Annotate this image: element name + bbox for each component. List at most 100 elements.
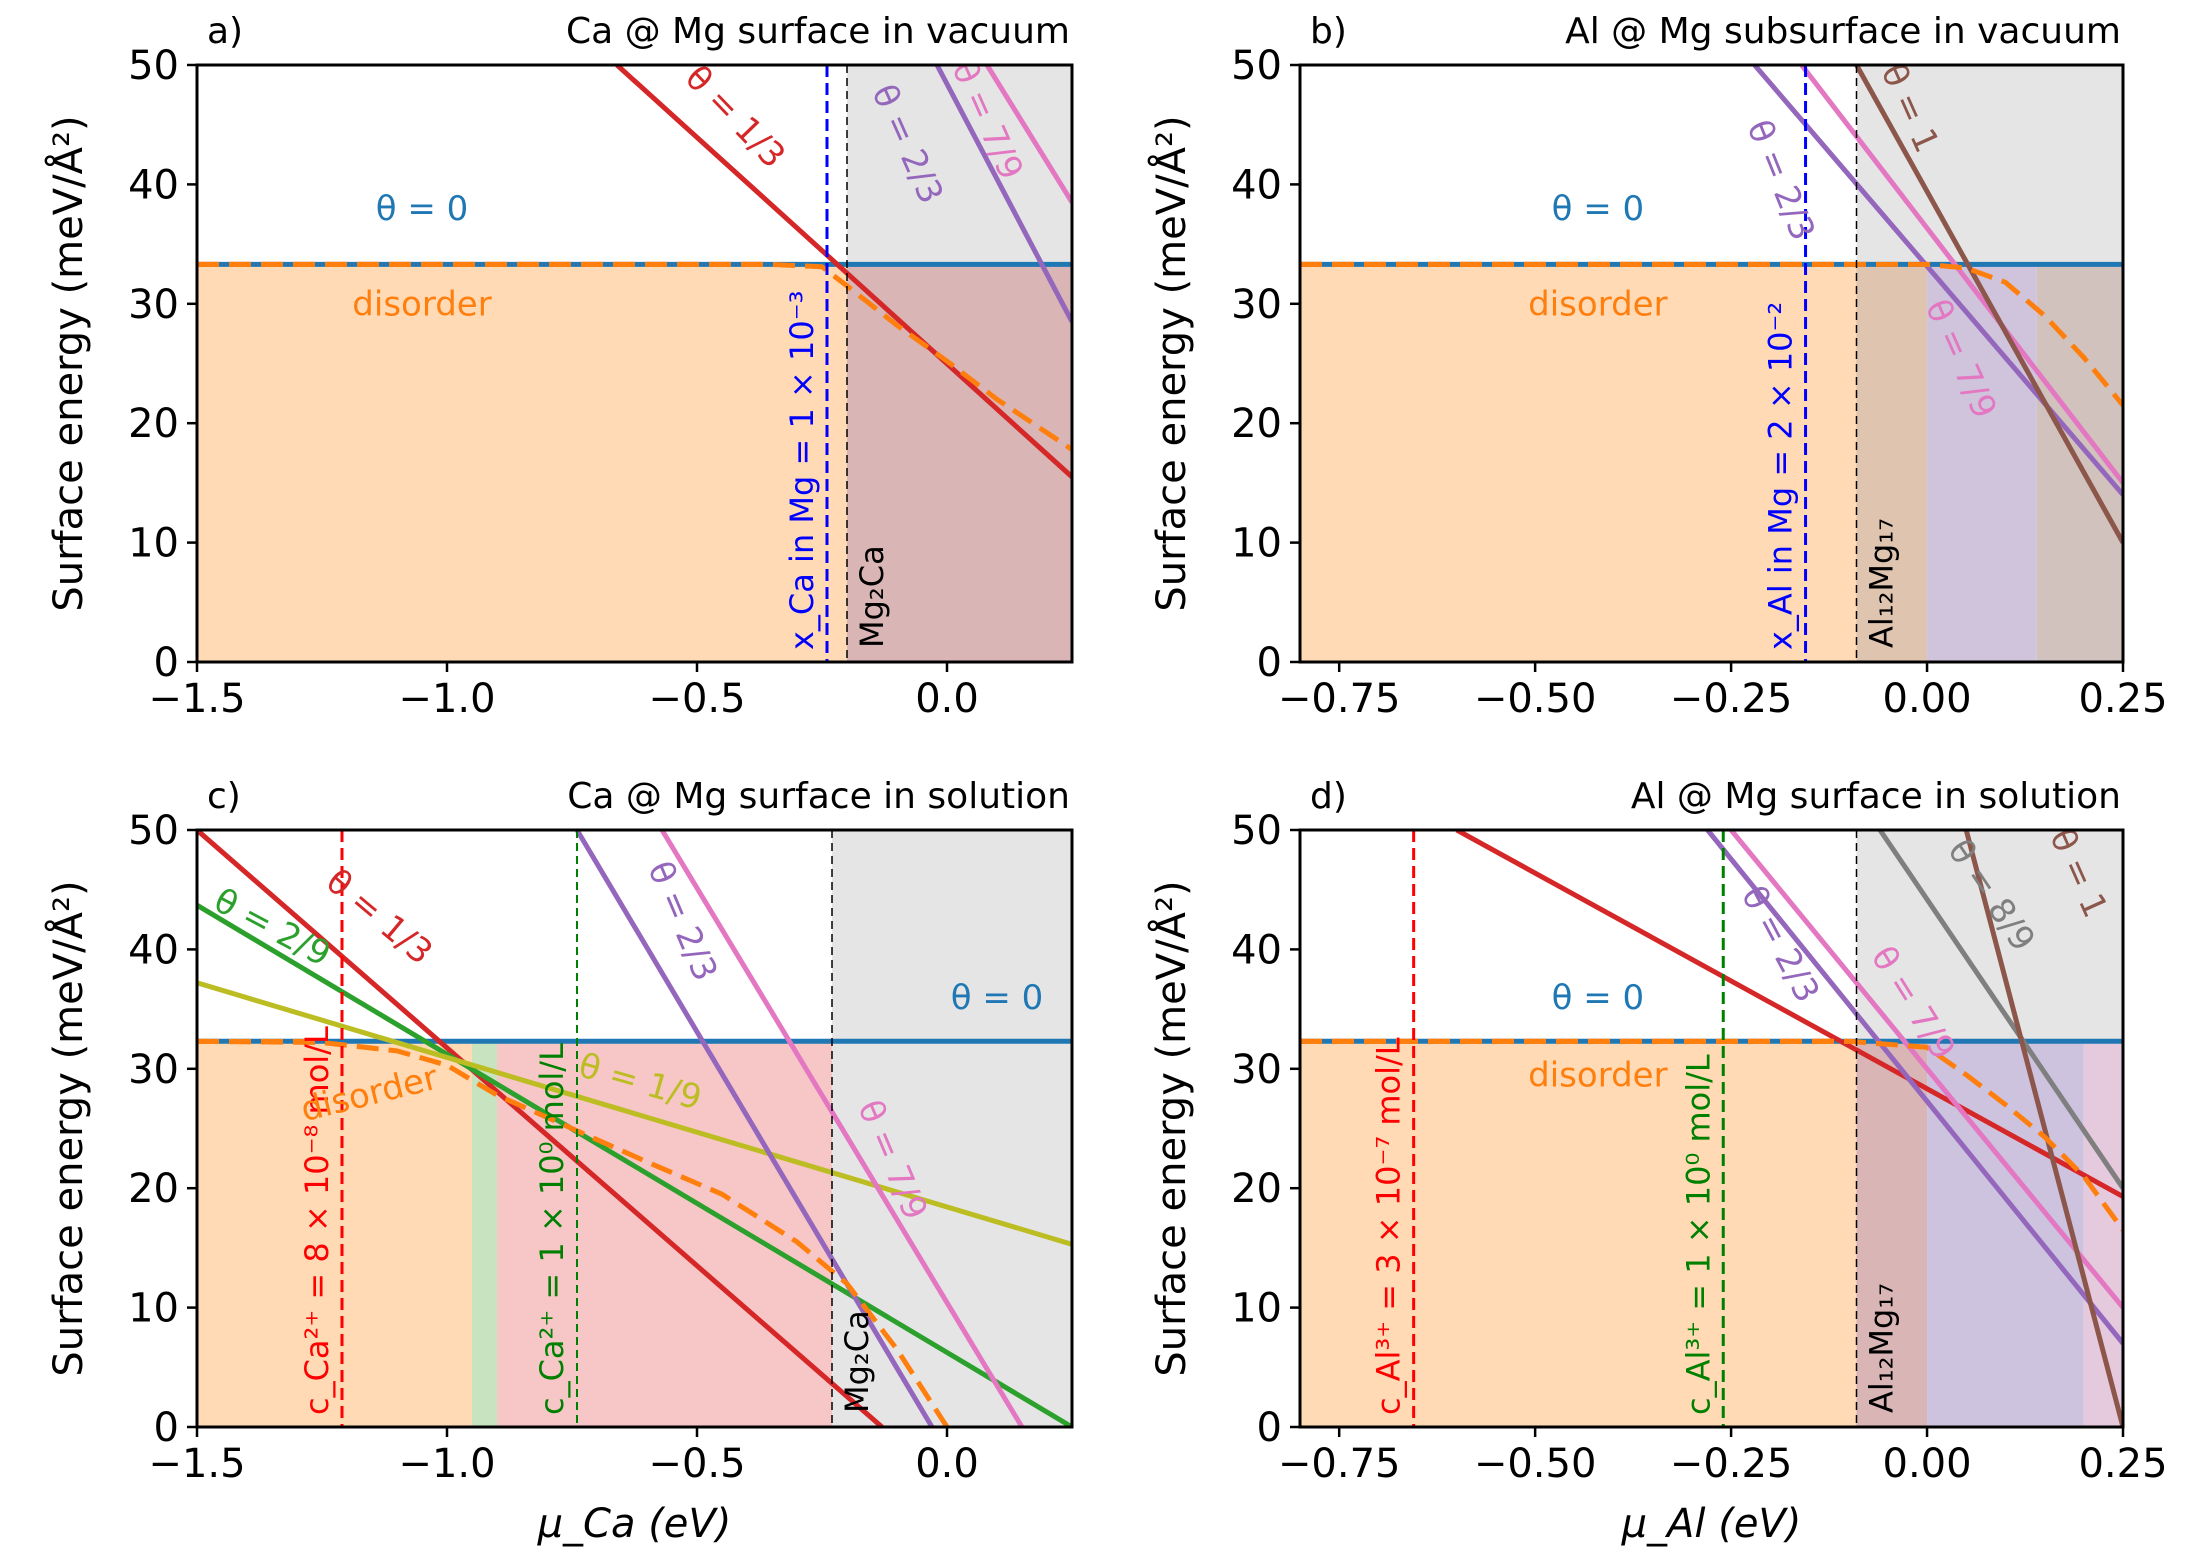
series-line-disorder [1300,261,2123,407]
x-axis-label: μ_Al (eV) [1621,1501,1802,1547]
x-tick-label: −1.5 [148,676,245,722]
bulk-phase-label: Mg₂Ca [853,545,891,648]
x-tick-label: −1.5 [148,1441,245,1487]
series-line--1-3 [615,65,1072,479]
y-tick-label: 0 [1257,1405,1282,1451]
vline-label: x_Al in Mg = 2 × 10⁻² [1762,302,1800,650]
bulk-phase-region [832,830,1072,1042]
y-tick-label: 10 [128,1286,179,1332]
x-axis-label: μ_Ca (eV) [537,1501,732,1547]
series-label: θ = 2/3 [1738,115,1822,246]
axes-frame [195,828,1074,1429]
x-tick-label: −0.25 [1670,1441,1793,1487]
series-label: disorder [1528,285,1667,325]
shade-region [1300,1041,1857,1427]
series-line--7-9 [1729,830,2123,1310]
y-axis-label: Surface energy (meV/Å²) [1147,115,1195,611]
series-label: θ = 0 [376,189,469,229]
x-tick-label: 0.0 [915,676,979,722]
plot-area: x_Al in Mg = 2 × 10⁻² Al₁₂Mg₁₇ θ = 0 θ = 2/… [1300,65,2123,662]
series-line--1 [1854,65,2123,544]
series-label: disorder [352,285,491,325]
y-tick-label: 50 [128,808,179,854]
y-tick-label: 40 [1231,927,1282,973]
series-line--1-9 [197,980,1072,1247]
x-tick-label: 0.00 [1883,1441,1972,1487]
y-tick-label: 40 [1231,162,1282,208]
y-tick-label: 20 [128,401,179,447]
bulk-phase-label: Al₁₂Mg₁₇ [1863,518,1901,648]
bulk-phase-label: Mg₂Ca [838,1310,876,1413]
shade-region [197,264,847,662]
series-label: θ = 2/3 [639,856,725,987]
shade-region [847,264,1072,662]
y-tick-label: 50 [128,43,179,89]
x-tick-label: −0.75 [1278,676,1401,722]
series-line--7-9 [659,830,1025,1427]
y-tick-label: 20 [1231,401,1282,447]
x-tick-label: −1.0 [398,676,495,722]
y-tick-label: 0 [154,1405,179,1451]
panel-d: c_Al³⁺ = 3 × 10⁻⁷ mol/L c_Al³⁺ = 1 × 10⁰ … [1147,776,2168,1547]
axes-frame [1298,63,2125,664]
panel-label: c) [207,776,241,817]
series-label: θ = 0 [1552,978,1645,1018]
series-label: θ = 0 [1552,189,1645,229]
series-line--1-3 [1455,830,2123,1199]
vline-label: x_Ca in Mg = 1 × 10⁻³ [783,291,821,650]
y-tick-label: 0 [154,640,179,686]
series-label: θ = 0 [951,978,1044,1018]
axes-frame [1298,828,2125,1429]
shade-region [472,1041,497,1427]
shade-region [1300,264,1857,662]
vline-label: c_Ca²⁺ = 1 × 10⁰ mol/L [533,1043,571,1415]
series-line--2-3 [934,65,1072,323]
x-tick-label: 0.00 [1883,676,1972,722]
y-tick-label: 30 [1231,1047,1282,1093]
y-tick-label: 30 [128,282,179,328]
x-tick-label: −0.25 [1670,676,1793,722]
series-line--8-9 [1877,830,2123,1190]
series-line--2-3 [1752,65,2123,497]
y-tick-label: 10 [1231,1286,1282,1332]
x-tick-label: −0.50 [1474,676,1597,722]
y-tick-label: 30 [1231,282,1282,328]
bulk-phase-region [1856,65,2123,265]
panel-label: d) [1310,776,1347,817]
x-tick-label: −1.0 [398,1441,495,1487]
vline-label: c_Al³⁺ = 3 × 10⁻⁷ mol/L [1370,1037,1408,1415]
x-tick-label: −0.5 [648,676,745,722]
panel-b: x_Al in Mg = 2 × 10⁻² Al₁₂Mg₁₇ θ = 0 θ = 2/… [1147,11,2168,722]
y-tick-label: 40 [128,162,179,208]
x-tick-label: 0.25 [2078,676,2167,722]
panel-title: Ca @ Mg surface in solution [567,776,1070,817]
series-line--7-9 [1799,65,2123,485]
y-tick-label: 40 [128,927,179,973]
series-label: θ = 1/3 [677,58,793,176]
shade-region [197,1041,472,1427]
y-tick-label: 20 [128,1166,179,1212]
series-line--1 [1963,830,2123,1427]
series-label: disorder [1528,1056,1667,1096]
plot-area: c_Ca²⁺ = 8 × 10⁻⁸ mol/L c_Ca²⁺ = 1 × 10⁰ … [197,830,1072,1427]
panel-title: Al @ Mg subsurface in vacuum [1565,11,2121,52]
y-tick-label: 10 [1231,521,1282,567]
y-axis-label: Surface energy (meV/Å²) [44,115,92,611]
vline-label: c_Ca²⁺ = 8 × 10⁻⁸ mol/L [298,1026,336,1415]
y-tick-label: 20 [1231,1166,1282,1212]
series-line--2-3 [1705,830,2123,1345]
vline-label: c_Al³⁺ = 1 × 10⁰ mol/L [1679,1054,1717,1415]
x-tick-label: −0.5 [648,1441,745,1487]
y-tick-label: 10 [128,521,179,567]
panel-title: Ca @ Mg surface in vacuum [566,11,1070,52]
panel-c: c_Ca²⁺ = 8 × 10⁻⁸ mol/L c_Ca²⁺ = 1 × 10⁰ … [44,776,1074,1547]
plot-area: c_Al³⁺ = 3 × 10⁻⁷ mol/L c_Al³⁺ = 1 × 10⁰ … [1300,830,2123,1427]
bulk-phase-label: Al₁₂Mg₁₇ [1863,1283,1901,1413]
shade-region [1856,1041,1928,1427]
series-line--7-9 [984,65,1072,204]
series-line-disorder [197,261,1072,452]
series-line-disorder [197,1038,950,1427]
